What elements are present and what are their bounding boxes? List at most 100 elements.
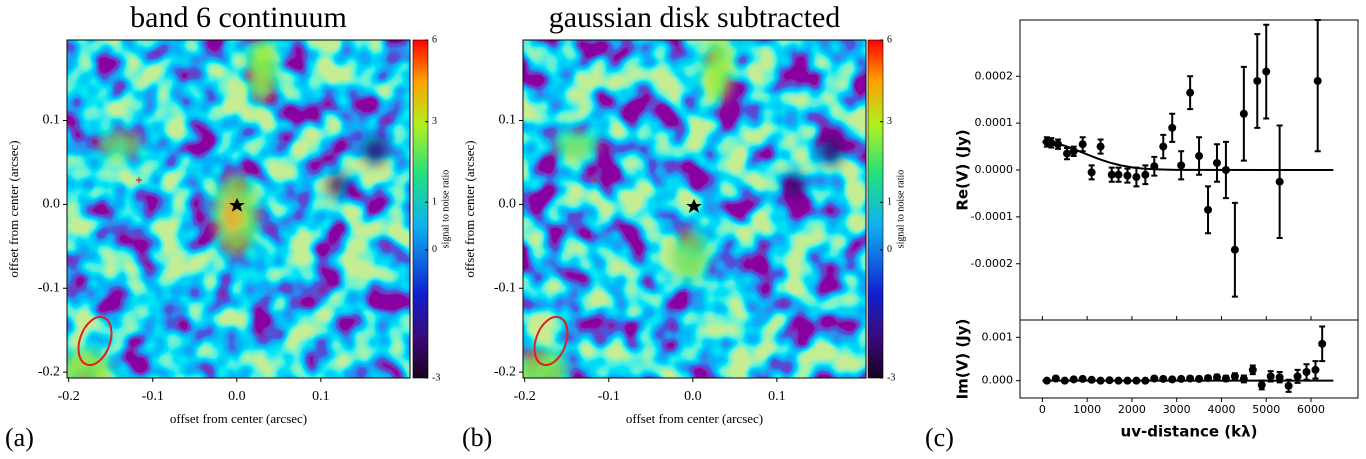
x-tick-label: -0.2 xyxy=(514,389,536,404)
y-tick-label: 0.1 xyxy=(43,113,61,128)
data-point xyxy=(1168,123,1177,132)
data-point xyxy=(1195,374,1204,383)
colorbar-tick-label: 0 xyxy=(432,244,437,255)
x-axis-label: offset from center (arcsec) xyxy=(170,411,307,426)
x-tick-label: -0.2 xyxy=(58,389,80,404)
data-point xyxy=(1195,151,1204,160)
data-point xyxy=(1239,109,1248,118)
x-tick-label: 0 xyxy=(1039,403,1046,416)
data-point xyxy=(1230,245,1239,254)
data-point xyxy=(1248,365,1257,374)
y-tick-label: 0.0001 xyxy=(975,116,1014,129)
x-tick-label: 2000 xyxy=(1118,403,1146,416)
y-axis-label: offset from center (arcsec) xyxy=(462,140,477,277)
data-point xyxy=(1230,372,1239,381)
error-bar xyxy=(1314,19,1321,153)
data-point xyxy=(1123,171,1132,180)
data-point xyxy=(1159,142,1168,151)
colorbar xyxy=(412,39,429,379)
data-point xyxy=(1114,170,1123,179)
y-axis-label: Re(V) (Jy) xyxy=(954,129,972,210)
data-point xyxy=(1132,173,1141,182)
data-point xyxy=(1168,375,1177,384)
colorbar-tick-label: 6 xyxy=(432,34,437,45)
y-tick-label: -0.1 xyxy=(494,280,516,295)
chart-title: band 6 continuum xyxy=(130,1,347,34)
data-point xyxy=(1284,381,1293,390)
x-tick-label: 3000 xyxy=(1163,403,1191,416)
frame xyxy=(66,39,411,379)
colorbar-tick-label: -3 xyxy=(887,372,895,383)
x-tick-label: -0.1 xyxy=(142,389,164,404)
model-line xyxy=(1042,140,1334,171)
y-tick-label: 0.0002 xyxy=(975,69,1014,82)
y-tick-label: -0.1 xyxy=(38,280,60,295)
panel-label: (b) xyxy=(462,423,492,452)
data-point xyxy=(1159,374,1168,383)
x-tick-label: 0.0 xyxy=(228,389,246,404)
colorbar-label: signal to noise ratio xyxy=(895,170,906,249)
data-point xyxy=(1177,374,1186,383)
data-point xyxy=(1141,170,1150,179)
y-tick-label: -0.0002 xyxy=(971,257,1013,270)
data-point xyxy=(1177,161,1186,170)
data-point xyxy=(1313,76,1322,85)
y-tick-label: 0.0000 xyxy=(975,163,1014,176)
map-a xyxy=(67,40,410,378)
y-tick-label: -0.2 xyxy=(38,364,60,379)
y-tick-label: 0.0 xyxy=(43,197,61,212)
data-point xyxy=(1186,88,1195,97)
data-point xyxy=(1275,177,1284,186)
data-point xyxy=(1275,373,1284,382)
y-axis-label: Im(V) (Jy) xyxy=(954,319,972,400)
colorbar-tick-label: -3 xyxy=(432,372,440,383)
x-tick-label: 0.1 xyxy=(768,389,786,404)
y-tick-label: 0.0 xyxy=(499,197,517,212)
data-point xyxy=(1204,205,1213,214)
data-point xyxy=(1311,365,1320,374)
x-axis-label: uv-distance (kλ) xyxy=(1121,423,1258,441)
data-point xyxy=(1266,372,1275,381)
data-point xyxy=(1262,67,1271,76)
colorbar-tick-label: 1 xyxy=(887,197,892,208)
x-tick-label: 4000 xyxy=(1207,403,1235,416)
colorbar-label: signal to noise ratio xyxy=(440,170,451,249)
data-point xyxy=(1257,381,1266,389)
x-axis-label: offset from center (arcsec) xyxy=(626,411,763,426)
colorbar-tick-label: 0 xyxy=(887,244,892,255)
data-point xyxy=(1063,149,1072,158)
y-tick-label: 0.1 xyxy=(499,113,517,128)
data-point xyxy=(1253,76,1262,85)
y-tick-label: 0.000 xyxy=(982,374,1014,387)
x-tick-label: -0.1 xyxy=(598,389,620,404)
map-b xyxy=(523,40,866,378)
x-tick-label: 0.1 xyxy=(312,389,330,404)
data-point xyxy=(1069,375,1078,384)
data-point xyxy=(1302,368,1311,376)
y-tick-label: -0.2 xyxy=(494,364,516,379)
y-tick-label: 0.001 xyxy=(982,330,1014,343)
colorbar-tick-label: 6 xyxy=(887,34,892,45)
x-tick-label: 6000 xyxy=(1297,403,1325,416)
data-point xyxy=(1239,374,1248,383)
data-point xyxy=(1078,140,1087,149)
frame xyxy=(522,39,867,379)
x-tick-label: 1000 xyxy=(1073,403,1101,416)
frame xyxy=(1019,319,1359,399)
x-tick-label: 5000 xyxy=(1252,403,1280,416)
data-point xyxy=(1107,170,1116,179)
chart-title: gaussian disk subtracted xyxy=(549,1,841,34)
x-tick-label: 0.0 xyxy=(684,389,702,404)
data-point xyxy=(1212,373,1221,382)
data-point xyxy=(1212,158,1221,167)
panel-label: (a) xyxy=(5,423,34,452)
data-point xyxy=(1293,372,1302,381)
data-point xyxy=(1087,168,1096,177)
panel-label: (c) xyxy=(925,423,954,452)
y-axis-label: offset from center (arcsec) xyxy=(6,140,21,277)
colorbar xyxy=(867,39,884,379)
data-point xyxy=(1318,339,1327,348)
y-tick-label: -0.0001 xyxy=(971,210,1013,223)
colorbar-tick-label: 3 xyxy=(887,116,892,127)
